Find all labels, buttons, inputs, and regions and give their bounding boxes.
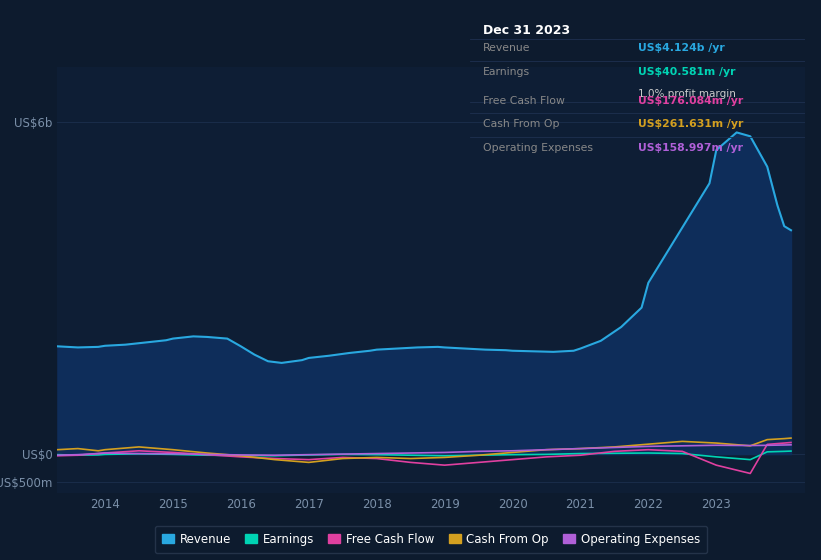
Text: US$261.631m /yr: US$261.631m /yr xyxy=(637,119,743,129)
Text: Cash From Op: Cash From Op xyxy=(483,119,560,129)
Text: Earnings: Earnings xyxy=(483,67,530,77)
Text: Free Cash Flow: Free Cash Flow xyxy=(483,96,565,106)
Text: Operating Expenses: Operating Expenses xyxy=(483,143,593,153)
Text: US$176.084m /yr: US$176.084m /yr xyxy=(637,96,743,106)
Text: US$158.997m /yr: US$158.997m /yr xyxy=(637,143,742,153)
Text: US$4.124b /yr: US$4.124b /yr xyxy=(637,43,724,53)
Text: US$40.581m /yr: US$40.581m /yr xyxy=(637,67,735,77)
Text: 1.0% profit margin: 1.0% profit margin xyxy=(637,88,736,99)
Text: Dec 31 2023: Dec 31 2023 xyxy=(483,24,570,37)
Text: Revenue: Revenue xyxy=(483,43,530,53)
Legend: Revenue, Earnings, Free Cash Flow, Cash From Op, Operating Expenses: Revenue, Earnings, Free Cash Flow, Cash … xyxy=(155,526,707,553)
